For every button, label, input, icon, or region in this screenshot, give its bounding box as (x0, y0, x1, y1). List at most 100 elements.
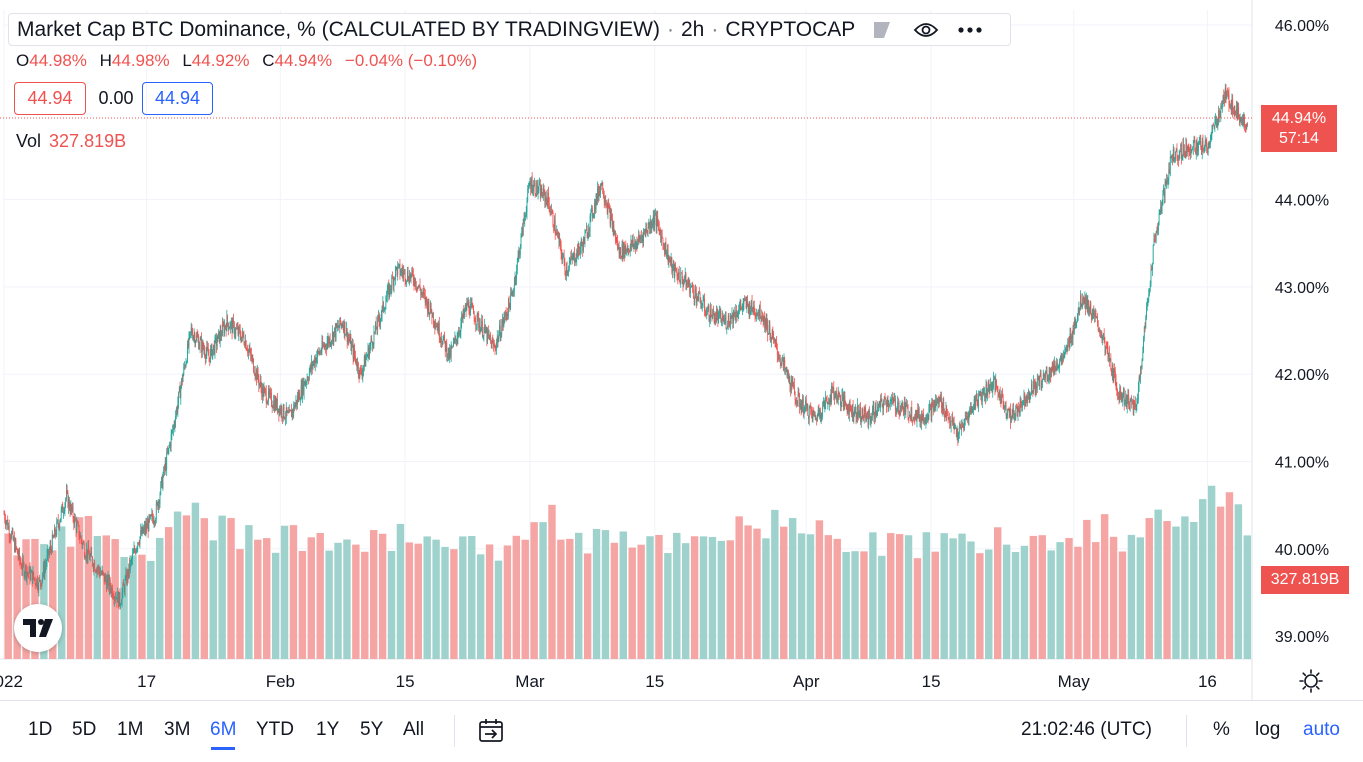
candle-body (362, 370, 364, 376)
chart-area[interactable]: 46.00%44.00%43.00%42.00%41.00%40.00%39.0… (0, 0, 1363, 700)
candle-body (123, 583, 124, 586)
candle-body (1069, 333, 1071, 348)
symbol-legend[interactable]: Market Cap BTC Dominance, % (CALCULATED … (8, 13, 1011, 46)
candle-body (1076, 321, 1078, 324)
eye-icon[interactable] (913, 21, 939, 39)
candle-body (42, 574, 44, 580)
log-toggle[interactable]: log (1255, 719, 1281, 740)
candle-body (222, 323, 223, 336)
candle-body (1190, 145, 1192, 152)
candle-body (882, 405, 884, 409)
volume-bar (1020, 545, 1029, 659)
range-1y[interactable]: 1Y (316, 719, 340, 740)
more-icon[interactable] (957, 26, 983, 34)
bid-button[interactable]: 44.94 (14, 82, 86, 115)
candle-body (953, 420, 955, 429)
candle-body (1056, 362, 1058, 371)
candle-body (522, 219, 524, 236)
price-axis[interactable]: 46.00%44.00%43.00%42.00%41.00%40.00%39.0… (1275, 18, 1329, 646)
candle-body (241, 336, 243, 342)
candle-body (568, 269, 569, 271)
volume-bar (503, 545, 512, 659)
candle-body (480, 327, 482, 333)
utc-clock[interactable]: 21:02:46 (UTC) (1021, 719, 1152, 740)
candle-body (694, 289, 696, 300)
candle-body (781, 360, 783, 366)
candle-body (435, 325, 436, 328)
candle-body (357, 362, 359, 374)
candle-body (1236, 107, 1238, 118)
candle-body (1001, 393, 1003, 404)
range-all[interactable]: All (403, 719, 425, 740)
source-label[interactable]: CRYPTOCAP (725, 17, 856, 41)
candle-body (1144, 327, 1146, 329)
percent-toggle[interactable]: % (1213, 719, 1230, 740)
candle-body (257, 369, 259, 379)
candle-body (291, 410, 292, 418)
candle-body (470, 303, 472, 305)
candle-body (343, 321, 345, 332)
candle-body (193, 334, 195, 337)
flag-icon[interactable] (873, 21, 891, 39)
candle-body (943, 399, 945, 414)
candle-body (629, 250, 630, 253)
range-3m[interactable]: 3M (164, 719, 191, 740)
auto-toggle[interactable]: auto (1303, 719, 1340, 740)
range-5d[interactable]: 5D (72, 719, 97, 740)
price-axis-label: 42.00% (1275, 367, 1329, 384)
candle-body (877, 404, 879, 406)
candle-body (509, 304, 511, 310)
candle-body (646, 229, 647, 232)
interval-label[interactable]: 2h (681, 17, 705, 41)
candle-body (151, 513, 153, 516)
candle-body (574, 252, 575, 263)
candle-body (639, 237, 641, 240)
candle-body (996, 380, 997, 388)
tradingview-logo[interactable] (14, 604, 62, 652)
candle-body (595, 195, 597, 210)
candle-body (221, 335, 223, 337)
candle-body (1057, 367, 1059, 369)
candle-body (745, 299, 747, 308)
candle-body (1019, 409, 1020, 414)
candle-body (871, 416, 873, 419)
date-range-icon[interactable] (478, 718, 504, 749)
candle-body (722, 316, 724, 320)
candle-body (855, 406, 857, 418)
candle-body (152, 513, 153, 519)
candle-body (491, 340, 493, 349)
candle-body (627, 248, 629, 251)
range-ytd[interactable]: YTD (256, 719, 294, 740)
candle-body (213, 344, 215, 354)
candle-body (892, 396, 893, 400)
ask-button[interactable]: 44.94 (142, 82, 213, 115)
settings-gear-icon[interactable] (1299, 669, 1323, 693)
toolbar-separator (1186, 715, 1187, 747)
candle-body (655, 213, 657, 227)
symbol-title[interactable]: Market Cap BTC Dominance, % (CALCULATED … (17, 17, 660, 41)
candle-body (1016, 406, 1017, 408)
volume-bar (797, 533, 806, 659)
range-1m[interactable]: 1M (117, 719, 144, 740)
candle-body (1053, 364, 1055, 375)
candle-body (733, 310, 735, 317)
candle-body (1163, 188, 1164, 195)
candle-body (160, 482, 162, 495)
candle-body (673, 263, 675, 277)
candle-body (401, 269, 403, 273)
candle-body (282, 404, 284, 418)
range-5y[interactable]: 5Y (360, 719, 384, 740)
volume-bar (298, 550, 307, 659)
candle-body (192, 333, 194, 339)
volume-legend[interactable]: Vol 327.819B (16, 131, 126, 152)
candle-body (302, 380, 304, 394)
candle-body (322, 341, 324, 347)
range-6m[interactable]: 6M (210, 719, 237, 740)
volume-bar (566, 538, 574, 659)
range-1d[interactable]: 1D (28, 719, 53, 740)
candle-body (629, 245, 631, 253)
candle-body (708, 305, 710, 321)
time-axis[interactable]: 202217Feb15Mar15Apr15May16 (0, 672, 1217, 691)
ohlc-values: O44.98% H44.98% L44.92% C44.94% −0.04% (… (16, 51, 485, 71)
bid-value: 44.94 (27, 88, 73, 108)
